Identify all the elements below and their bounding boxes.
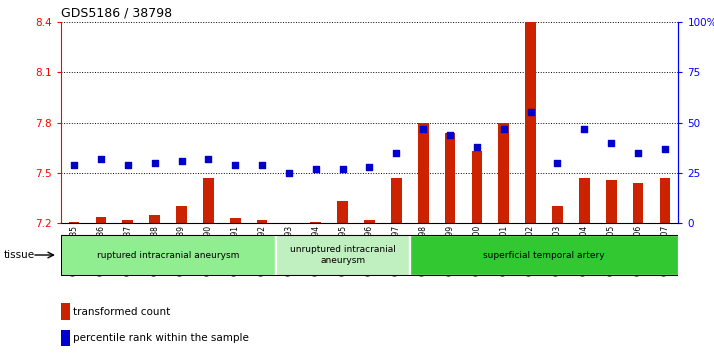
- Bar: [364, 220, 375, 223]
- Point: [310, 166, 321, 172]
- Bar: [579, 178, 590, 223]
- Point: [552, 160, 563, 166]
- Point: [176, 158, 187, 164]
- Bar: [418, 123, 428, 223]
- Point: [633, 150, 644, 156]
- Bar: [337, 201, 348, 223]
- FancyBboxPatch shape: [411, 235, 678, 275]
- Point: [471, 144, 483, 150]
- Text: unruptured intracranial
aneurysm: unruptured intracranial aneurysm: [290, 245, 396, 265]
- Bar: [526, 22, 536, 223]
- Text: tissue: tissue: [4, 250, 35, 260]
- Text: superficial temporal artery: superficial temporal artery: [483, 250, 605, 260]
- Point: [95, 156, 106, 162]
- Bar: [203, 178, 213, 223]
- Bar: [605, 180, 616, 223]
- Point: [229, 162, 241, 168]
- Point: [149, 160, 161, 166]
- Point: [203, 156, 214, 162]
- Bar: [61, 330, 70, 346]
- Text: GDS5186 / 38798: GDS5186 / 38798: [61, 6, 172, 19]
- Point: [444, 132, 456, 138]
- Point: [69, 162, 80, 168]
- Point: [659, 146, 670, 152]
- Point: [418, 126, 429, 131]
- Bar: [552, 207, 563, 223]
- Bar: [471, 151, 482, 223]
- Text: ruptured intracranial aneurysm: ruptured intracranial aneurysm: [97, 250, 239, 260]
- Point: [498, 126, 510, 131]
- Point: [283, 170, 295, 176]
- Bar: [149, 215, 160, 223]
- Bar: [633, 183, 643, 223]
- Point: [363, 164, 375, 170]
- Point: [391, 150, 402, 156]
- Bar: [69, 221, 79, 223]
- FancyBboxPatch shape: [276, 235, 409, 275]
- FancyBboxPatch shape: [61, 235, 275, 275]
- Bar: [176, 207, 187, 223]
- Point: [525, 110, 536, 115]
- Bar: [498, 123, 509, 223]
- Bar: [61, 303, 70, 320]
- Bar: [391, 178, 402, 223]
- Bar: [123, 220, 134, 223]
- Point: [605, 140, 617, 146]
- Point: [122, 162, 134, 168]
- Bar: [230, 218, 241, 223]
- Point: [337, 166, 348, 172]
- Point: [256, 162, 268, 168]
- Text: transformed count: transformed count: [74, 307, 171, 317]
- Bar: [257, 220, 268, 223]
- Bar: [311, 221, 321, 223]
- Bar: [660, 178, 670, 223]
- Bar: [445, 132, 456, 223]
- Bar: [96, 217, 106, 223]
- Point: [578, 126, 590, 131]
- Text: percentile rank within the sample: percentile rank within the sample: [74, 333, 249, 343]
